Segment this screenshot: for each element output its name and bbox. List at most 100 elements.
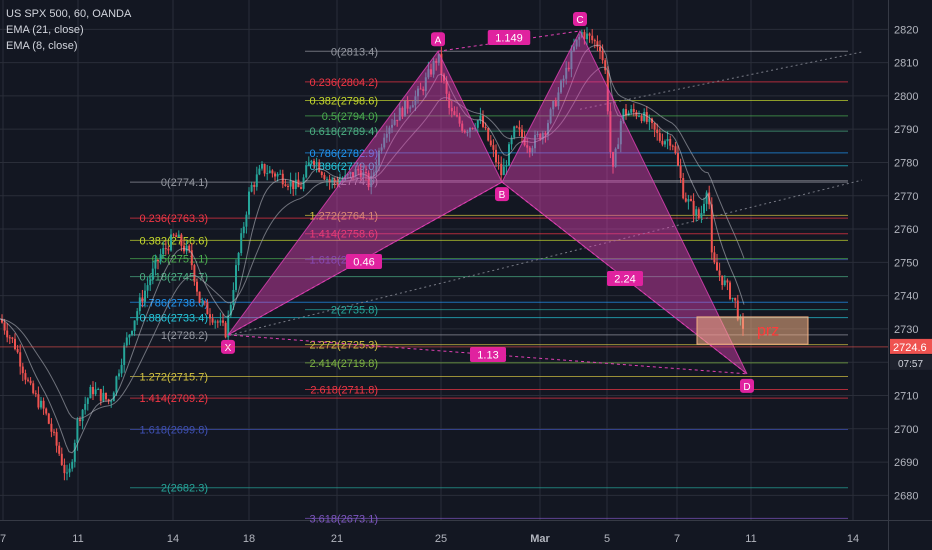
candle-body (604, 60, 607, 71)
candle-body (380, 147, 383, 151)
candle-body (68, 468, 71, 473)
price-tick-label: 2780 (894, 157, 918, 169)
lower-fib-label: 1.414(2709.2) (140, 393, 209, 405)
upper-fib-label: 0.236(2804.2) (310, 77, 379, 89)
candle-body (684, 198, 687, 202)
candle-body (271, 170, 274, 174)
candle-body (476, 120, 479, 128)
candle-body (417, 88, 419, 97)
candle-body (448, 93, 451, 108)
candle-body (713, 252, 716, 263)
time-tick-label: 11 (745, 533, 756, 545)
candle-body (240, 233, 243, 254)
candle-body (190, 250, 193, 266)
candle-body (630, 108, 633, 113)
candle-body (227, 315, 230, 338)
upper-fib-label: 0.382(2798.6) (310, 96, 379, 108)
pattern-point-a-badge (431, 32, 445, 47)
candle-body (125, 337, 128, 346)
candle-body (432, 60, 435, 75)
candle-body (705, 192, 708, 204)
candle-body (235, 265, 237, 290)
candle-body (424, 77, 427, 91)
candle-body (333, 179, 336, 182)
candle-body (274, 173, 276, 177)
candle-body (729, 282, 731, 300)
price-tick-label: 2800 (894, 91, 918, 103)
candle-body (388, 127, 391, 134)
candle-body (541, 132, 544, 140)
candle-body (55, 432, 58, 446)
candle-body (731, 297, 734, 300)
candle-body (710, 204, 713, 253)
candle-body (539, 133, 542, 140)
candle-body (318, 162, 321, 172)
candle-body (149, 279, 152, 286)
candle-body (357, 169, 360, 171)
candle-body (255, 174, 258, 187)
candle-body (700, 213, 703, 218)
candle-body (435, 60, 438, 63)
candle-body (375, 166, 378, 173)
candle-body (222, 320, 224, 323)
upper-fib-label: 3.618(2673.1) (310, 513, 379, 525)
upper-fib-label: 2(2735.8) (331, 305, 378, 317)
candle-body (198, 291, 201, 303)
last-price-badge (890, 338, 932, 354)
candle-body (313, 160, 315, 165)
upper-fib-label: 1.414(2758.6) (310, 229, 379, 241)
candle-body (573, 46, 575, 51)
lower-fib-label: 1(2728.2) (161, 330, 208, 342)
price-tick-label: 2730 (894, 324, 918, 336)
candle-body (245, 214, 248, 227)
candle-body (640, 115, 643, 121)
upper-fib-label: 2.618(2711.8) (310, 385, 378, 397)
candle-body (94, 389, 97, 395)
price-tick-label: 2680 (894, 490, 918, 502)
candle-body (237, 253, 240, 266)
candle-body (16, 349, 19, 353)
candle-body (632, 108, 635, 112)
lower-fib-label: 0.382(2756.6) (140, 235, 209, 247)
candle-body (123, 345, 126, 365)
pattern-point-b-badge (495, 187, 509, 202)
candle-body (601, 51, 604, 61)
candle-body (437, 53, 440, 63)
pattern-point-d-badge (740, 378, 754, 393)
candle-body (505, 165, 508, 167)
candle-body (411, 105, 414, 108)
candle-body (3, 322, 6, 331)
candle-body (414, 96, 417, 106)
pattern-point-d: D (743, 382, 750, 393)
candle-body (261, 163, 263, 169)
candle-body (164, 248, 167, 250)
lower-fib-label: 0(2774.1) (161, 177, 208, 189)
candle-body (549, 109, 552, 124)
candle-body (450, 107, 453, 112)
candle-body (674, 146, 677, 154)
candle-body (658, 133, 661, 141)
candle-body (289, 180, 292, 187)
candle-body (203, 301, 206, 303)
pattern-point-a: A (435, 35, 442, 46)
candle-body (378, 150, 380, 167)
lower-fib-label: 0.786(2738.0) (140, 297, 209, 309)
candle-body (136, 311, 139, 321)
candle-body (105, 392, 107, 400)
candle-body (339, 180, 341, 185)
candle-body (73, 442, 76, 462)
candle-body (591, 35, 594, 41)
candle-body (547, 123, 549, 135)
candle-body (266, 173, 269, 175)
candle-body (66, 472, 68, 474)
candle-body (253, 184, 256, 187)
upper-fib-label: 0.5(2794.0) (322, 111, 378, 123)
candle-body (8, 337, 11, 339)
candle-body (128, 334, 131, 338)
time-tick-label: 7 (0, 533, 6, 545)
candle-body (300, 187, 302, 189)
candle-body (307, 162, 310, 166)
candle-body (310, 160, 313, 163)
